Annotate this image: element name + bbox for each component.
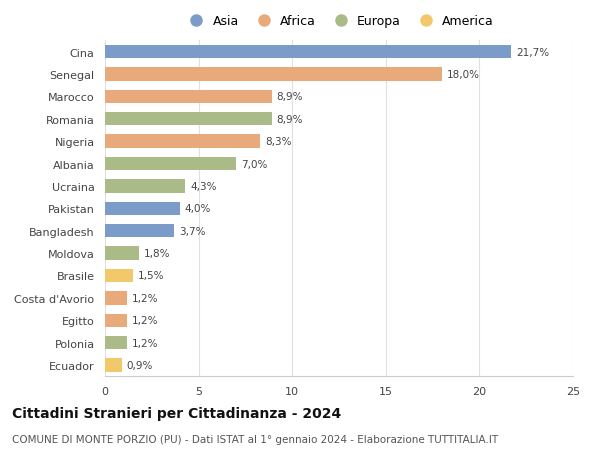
Text: 8,9%: 8,9% <box>276 92 303 102</box>
Text: 1,2%: 1,2% <box>132 293 158 303</box>
Bar <box>105 202 180 216</box>
Bar <box>105 314 127 327</box>
Bar <box>105 224 174 238</box>
Text: 21,7%: 21,7% <box>516 47 549 57</box>
Bar <box>105 90 272 104</box>
Text: 7,0%: 7,0% <box>241 159 267 169</box>
Text: Cittadini Stranieri per Cittadinanza - 2024: Cittadini Stranieri per Cittadinanza - 2… <box>12 406 341 420</box>
Text: 8,9%: 8,9% <box>276 114 303 124</box>
Bar <box>105 247 139 260</box>
Text: 18,0%: 18,0% <box>446 70 479 80</box>
Text: 1,8%: 1,8% <box>143 248 170 258</box>
Text: 3,7%: 3,7% <box>179 226 205 236</box>
Text: 0,9%: 0,9% <box>127 360 153 370</box>
Bar <box>105 358 122 372</box>
Text: 1,2%: 1,2% <box>132 315 158 325</box>
Text: 4,3%: 4,3% <box>190 181 217 191</box>
Text: COMUNE DI MONTE PORZIO (PU) - Dati ISTAT al 1° gennaio 2024 - Elaborazione TUTTI: COMUNE DI MONTE PORZIO (PU) - Dati ISTAT… <box>12 434 498 444</box>
Bar <box>105 291 127 305</box>
Bar <box>105 336 127 350</box>
Text: 1,5%: 1,5% <box>138 271 164 281</box>
Bar <box>105 46 511 59</box>
Text: 8,3%: 8,3% <box>265 137 292 147</box>
Bar <box>105 180 185 193</box>
Bar <box>105 68 442 82</box>
Bar <box>105 113 272 126</box>
Legend: Asia, Africa, Europa, America: Asia, Africa, Europa, America <box>184 16 494 28</box>
Text: 4,0%: 4,0% <box>185 204 211 214</box>
Bar <box>105 269 133 283</box>
Bar <box>105 135 260 149</box>
Text: 1,2%: 1,2% <box>132 338 158 348</box>
Bar <box>105 157 236 171</box>
